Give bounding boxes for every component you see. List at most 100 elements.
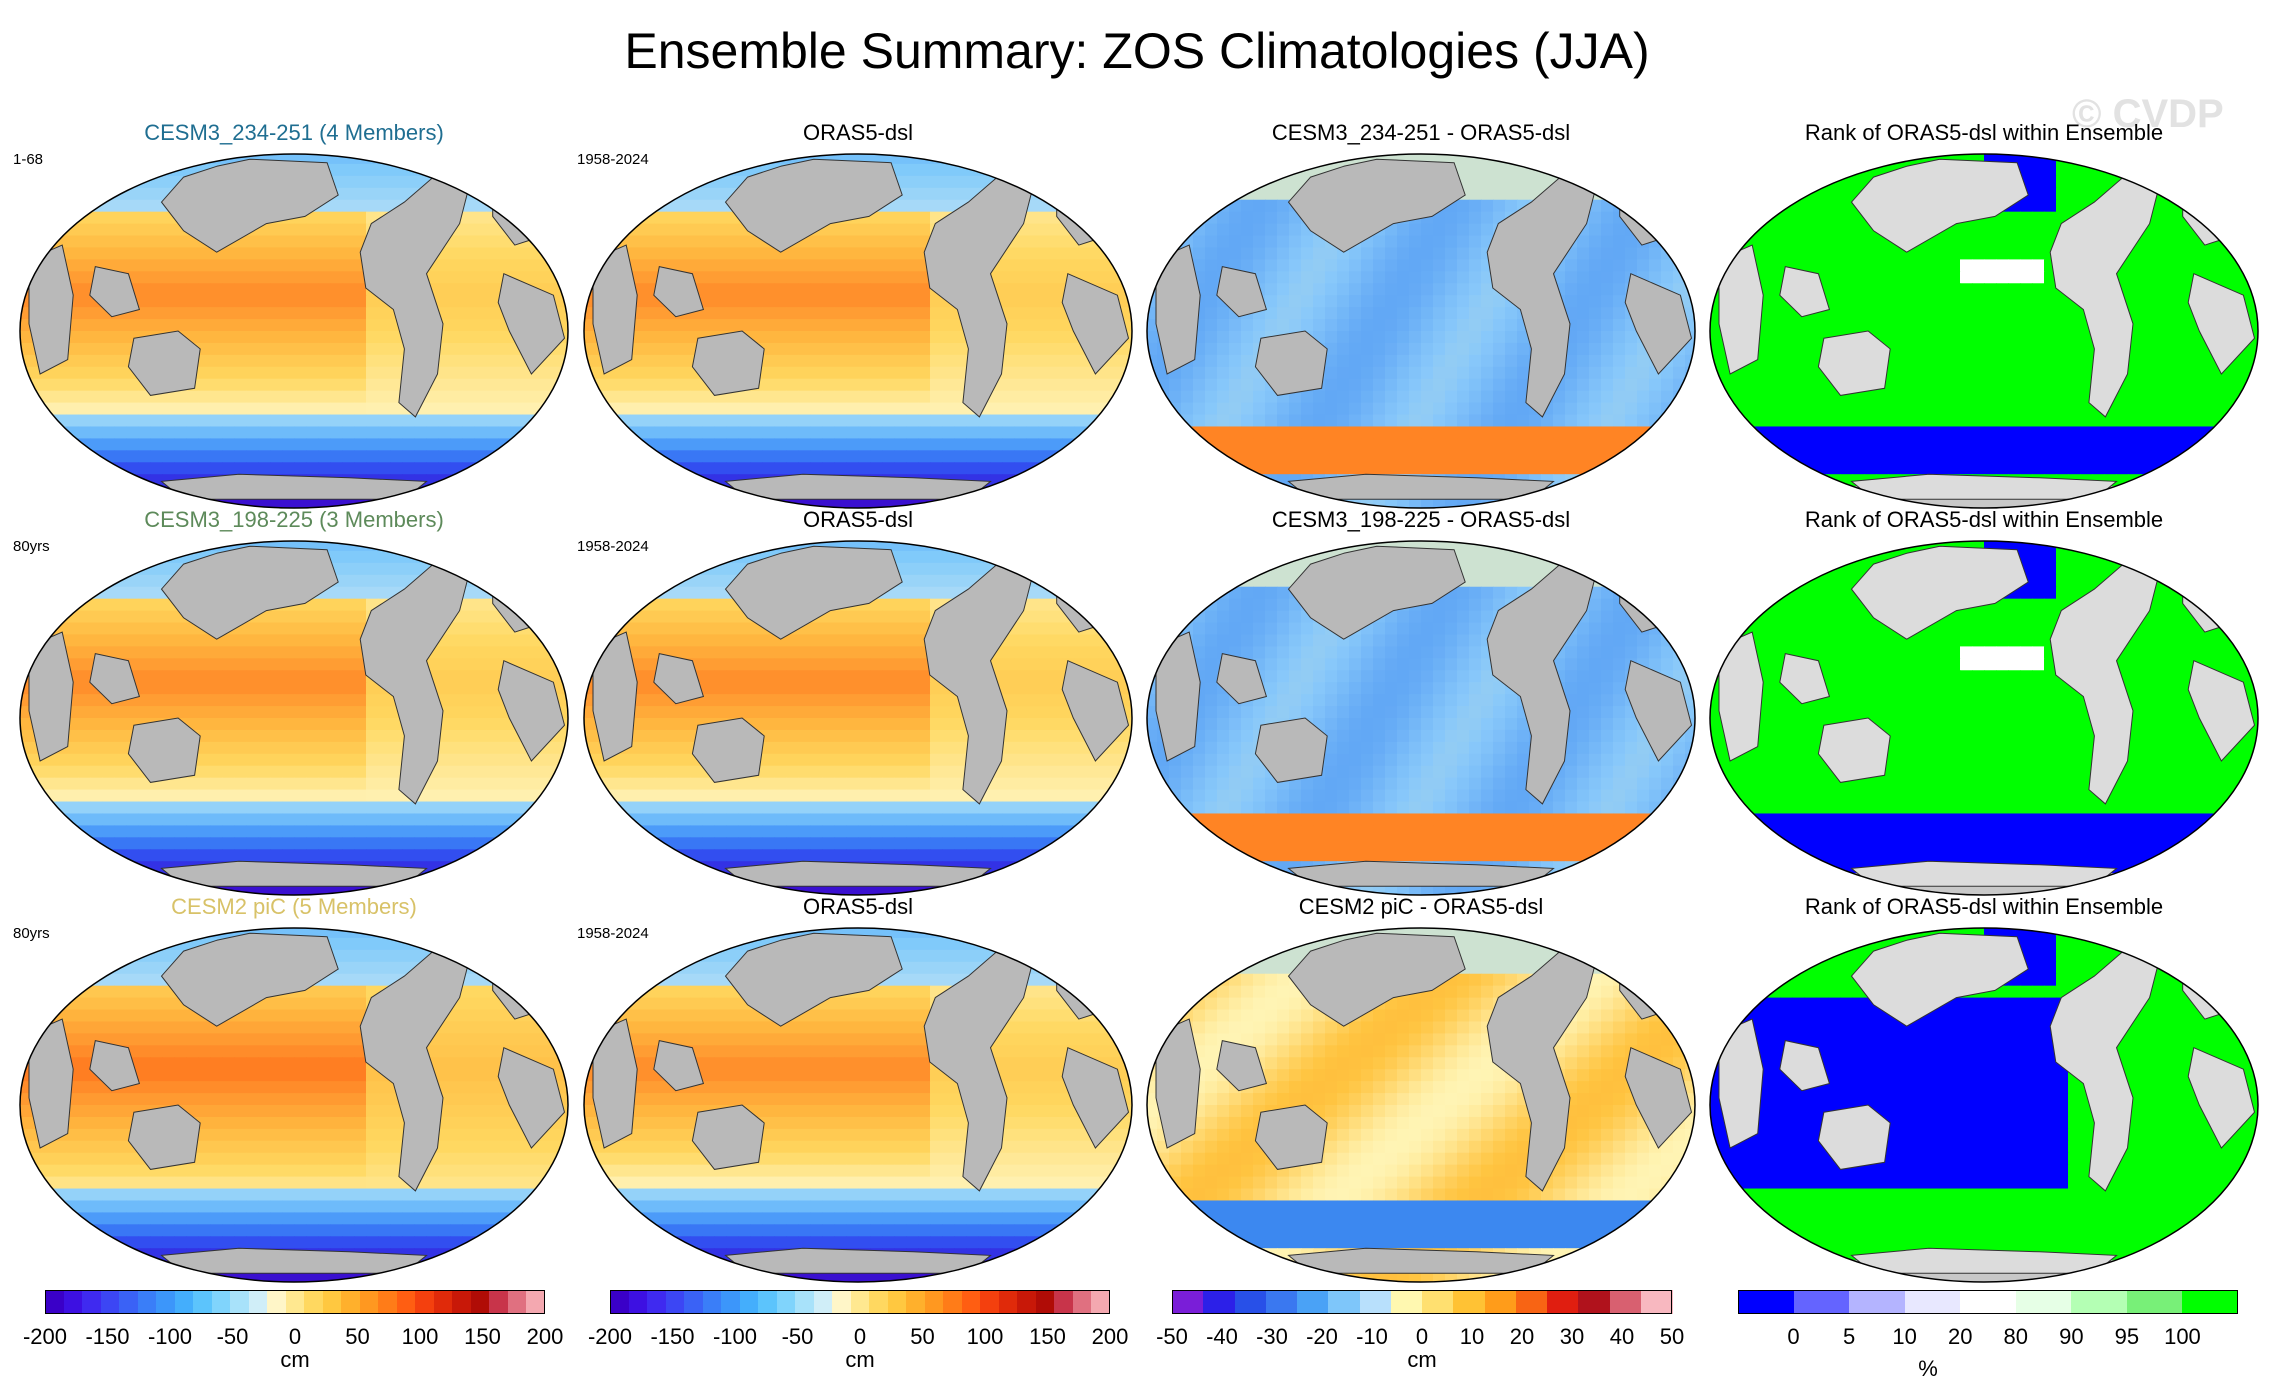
map-outline — [19, 927, 569, 1283]
panel-row1-rank: Rank of ORAS5-dsl within Ensemble — [1708, 120, 2260, 512]
colorbar-swatch — [248, 1290, 268, 1314]
landmass-0 — [1850, 158, 2029, 253]
colorbar-tick-label: -50 — [1156, 1324, 1188, 1349]
map-outline — [583, 540, 1133, 896]
colorbar-swatch — [285, 1290, 305, 1314]
landmass-0 — [724, 545, 903, 640]
landmass-5 — [1254, 717, 1328, 783]
diff-panel-title: CESM3_234-251 - ORAS5-dsl — [1271, 120, 1571, 145]
colorbar-swatch — [304, 1290, 324, 1314]
clim-field — [584, 154, 1132, 508]
colorbar-swatch — [156, 1290, 176, 1314]
colorbar-swatch — [211, 1290, 231, 1314]
map-outline — [1146, 927, 1696, 1283]
colorbar-swatch — [1738, 1290, 1795, 1314]
colorbar-swatch — [230, 1290, 250, 1314]
landmass-3 — [1624, 659, 1693, 762]
landmass-0 — [724, 158, 903, 253]
landmass-5 — [1817, 330, 1891, 396]
colorbar-tick-label: 50 — [1659, 1324, 1685, 1349]
landmass-5 — [691, 1104, 765, 1170]
landmass-0 — [1287, 545, 1466, 640]
map-outline — [583, 153, 1133, 509]
map-outline — [1709, 153, 2259, 509]
colorbar-swatch — [2071, 1290, 2128, 1314]
obs-map — [582, 926, 1134, 1289]
colorbar-swatch — [610, 1290, 630, 1314]
colorbar-1: -200 -150 -100 -50 0 50 100 150 200 cm — [23, 1290, 563, 1380]
colorbar-tick-label: 150 — [1029, 1324, 1066, 1349]
colorbar-swatch — [2182, 1290, 2239, 1314]
rank-panel-title: Rank of ORAS5-dsl within Ensemble — [1804, 120, 2164, 145]
colorbar-swatch — [507, 1290, 527, 1314]
map-outline — [1146, 540, 1696, 896]
landmass-3 — [1624, 1046, 1693, 1149]
colorbar-swatch — [906, 1290, 926, 1314]
landmass-6 — [1216, 653, 1268, 705]
obs-map — [582, 539, 1134, 902]
colorbar-unit-label: cm — [280, 1347, 310, 1372]
colorbar-swatch — [1091, 1290, 1111, 1314]
colorbar-swatch — [1609, 1290, 1642, 1314]
colorbar-swatch — [795, 1290, 815, 1314]
model-panel-title: CESM3_198-225 (3 Members) — [144, 507, 444, 532]
map-outline — [1709, 927, 2259, 1283]
colorbar-swatch — [887, 1290, 907, 1314]
colorbar-swatch — [1035, 1290, 1055, 1314]
landmass-5 — [1254, 1104, 1328, 1170]
colorbar-tick-label: 95 — [2114, 1324, 2140, 1349]
colorbar-swatch — [1234, 1290, 1267, 1314]
landmass-4 — [1718, 631, 1764, 762]
colorbar-swatch — [924, 1290, 944, 1314]
colorbar-swatch — [45, 1290, 65, 1314]
period-label: 80yrs — [13, 925, 50, 942]
colorbar-swatch — [415, 1290, 435, 1314]
landmass-4 — [28, 1018, 74, 1149]
colorbar-swatch — [1265, 1290, 1298, 1314]
colorbar-swatch — [998, 1290, 1018, 1314]
landmass-3 — [2187, 659, 2256, 762]
rank-panel-title: Rank of ORAS5-dsl within Ensemble — [1804, 894, 2164, 919]
colorbar-tick-label: 50 — [345, 1324, 370, 1349]
landmass-3 — [1061, 659, 1130, 762]
colorbar-swatch — [82, 1290, 102, 1314]
landmass-4 — [28, 244, 74, 375]
colorbar-tick-label: -200 — [587, 1324, 633, 1349]
colorbar-tick-label: 100 — [966, 1324, 1004, 1349]
colorbar-swatch — [526, 1290, 546, 1314]
colorbar-tick-label: 100 — [401, 1324, 439, 1349]
landmass-0 — [1850, 545, 2029, 640]
diff-map — [1145, 539, 1697, 902]
landmass-6 — [89, 266, 141, 318]
colorbar-swatch — [2126, 1290, 2183, 1314]
colorbar-tick-label: -150 — [650, 1324, 695, 1349]
colorbar-swatch — [1578, 1290, 1610, 1314]
obs-panel-title: ORAS5-dsl — [802, 894, 914, 919]
colorbar-tick-label: -100 — [147, 1324, 193, 1349]
landmass-4 — [1718, 244, 1764, 375]
colorbar-swatch — [193, 1290, 213, 1314]
landmass-6 — [89, 653, 141, 705]
landmass-0 — [160, 932, 339, 1027]
colorbar-swatch — [1904, 1290, 1961, 1314]
colorbar-swatch — [758, 1290, 778, 1314]
colorbar-frame — [1172, 1290, 1672, 1314]
landmass-5 — [1254, 330, 1328, 396]
colorbar-swatch — [1793, 1290, 1850, 1314]
colorbar-tick-label: -50 — [781, 1324, 814, 1349]
landmass-3 — [1624, 272, 1693, 375]
colorbar-tick-label: 150 — [464, 1324, 501, 1349]
panel-row2-obs: ORAS5-dsl 1958-2024 — [577, 507, 1134, 902]
colorbar-tick-label: 200 — [526, 1324, 564, 1349]
colorbar-swatch — [943, 1290, 963, 1314]
landmass-0 — [1850, 932, 2029, 1027]
panel-row1-model: CESM3_234-251 (4 Members) 1-68 — [13, 120, 570, 512]
panel-row1-obs: ORAS5-dsl 1958-2024 — [577, 120, 1134, 512]
colorbar-tick-label: -40 — [1206, 1324, 1238, 1349]
map-outline — [1146, 153, 1696, 509]
colorbar-swatch — [341, 1290, 361, 1314]
landmass-5 — [127, 717, 201, 783]
colorbar-swatch — [721, 1290, 741, 1314]
colorbar-frame — [45, 1290, 545, 1314]
colorbar-swatch — [1054, 1290, 1074, 1314]
